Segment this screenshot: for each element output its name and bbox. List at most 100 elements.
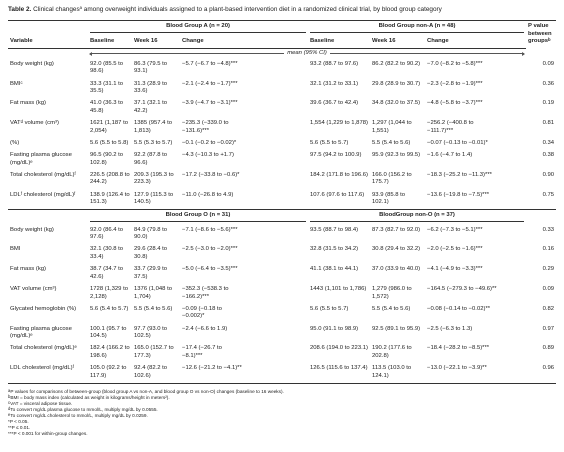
value: 93.9 (85.8 to 102.1) (372, 191, 406, 206)
value: −18.4 (−28.2 to −8.5)*** (427, 345, 490, 352)
group-header: Blood Group O (n = 31) (88, 209, 308, 225)
arrow-line (88, 51, 285, 56)
column-header: Week 16 (132, 35, 180, 49)
variable-cell: (%) (8, 138, 88, 150)
value-cell: 1376 (1,048 to 1,704) (132, 284, 180, 304)
group-header-row: Blood Group O (n = 31) BloodGroup non-O (… (8, 209, 557, 225)
value: −11.0 (−26.8 to 4.9) (182, 191, 234, 198)
group-name: BloodGroup non-O (n = 37) (310, 212, 525, 223)
value: 138.9 (126.4 to 151.3) (90, 191, 130, 206)
title-text: Clinical changes (33, 6, 80, 13)
footnote: aP values for comparisons of between-gro… (8, 388, 556, 395)
column-header: Baseline (308, 35, 370, 49)
footnote: cVAT = visceral adipose tissue. (8, 400, 556, 407)
value-cell: 92.5 (89.1 to 95.9) (370, 323, 425, 343)
value-cell: −5.0 (−6.4 to −3.5)*** (180, 264, 308, 284)
value: 209.3 (195.3 to 223.3) (134, 171, 174, 186)
value: 107.6 (97.6 to 117.6) (310, 191, 365, 198)
title-note: a (79, 5, 82, 10)
value: −13.6 (−19.8 to −7.5)*** (427, 191, 490, 198)
variable-text: Total cholesterol (mg/dL) (10, 171, 75, 178)
value-cell: 166.0 (156.2 to 175.7) (370, 170, 425, 190)
footnote-text: To convert mg/dL plasma glucose to mmol/… (10, 406, 158, 412)
p-value-cell: 0.33 (526, 224, 556, 244)
value: −2.3 (−2.8 to −1.9)*** (427, 80, 483, 87)
variable-cell: VAT volume (cm³) (8, 284, 88, 304)
p-value: 0.36 (542, 80, 555, 87)
p-value-cell: 0.29 (526, 264, 556, 284)
note-mark: c (20, 79, 23, 85)
group-name: Blood Group A (n = 20) (90, 23, 306, 33)
note-mark: f (72, 364, 74, 370)
value: −235.3 (−339.0 to −131.6)*** (182, 120, 229, 134)
p-value: 0.38 (542, 152, 555, 159)
variable-text: Fasting plasma glucose (mg/dL) (10, 325, 72, 340)
value: 30.8 (29.4 to 32.2) (372, 246, 421, 253)
p-value: 0.97 (542, 325, 555, 332)
data-row: VATd volume (cm³) 1621 (1,187 to 2,054) 13… (8, 118, 556, 138)
value-cell: −5.7 (−6.7 to −4.8)*** (180, 58, 308, 78)
variable-cell: Fasting plasma glucose (mg/dL)e (8, 150, 88, 170)
value: 86.3 (79.5 to 93.1) (134, 60, 168, 75)
value-cell: −18.3 (−25.2 to −11.3)*** (425, 170, 526, 190)
value: 1385 (957.4 to 1,813) (134, 120, 172, 134)
value: 38.7 (34.7 to 42.6) (90, 266, 124, 280)
value: 41.1 (38.1 to 44.1) (310, 266, 359, 273)
p-value: 0.89 (542, 345, 555, 352)
footnote: eTo convert mg/dL cholesterol to mmol/L,… (8, 412, 556, 419)
value-cell: 1728 (1,329 to 2,128) (88, 284, 132, 304)
value: −0.1 (−0.2 to −0.02)* (182, 139, 237, 146)
value-cell: −4.3 (−10.3 to +1.7) (180, 150, 308, 170)
table-title: Table 2. Clinical changesa among overwei… (8, 5, 556, 14)
data-row: VAT volume (cm³) 1728 (1,329 to 2,128) 137… (8, 284, 556, 304)
value-cell: 97.5 (94.2 to 100.9) (308, 150, 370, 170)
value: −4.8 (−5.8 to −3.7)*** (427, 100, 483, 107)
value-cell: 138.9 (126.4 to 151.3) (88, 189, 132, 209)
p-value: 0.96 (542, 365, 555, 372)
value-cell: −17.2 (−33.8 to −0.6)* (180, 170, 308, 190)
p-value: 0.09 (542, 60, 555, 67)
group-name: Blood Group O (n = 31) (90, 212, 306, 223)
value: 29.8 (28.9 to 30.7) (372, 80, 421, 87)
value-cell: 5.6 (5.5 to 5.7) (308, 138, 370, 150)
p-value-cell: 0.89 (526, 343, 556, 363)
value-cell: 107.6 (97.6 to 117.6) (308, 189, 370, 209)
data-row: Fat mass (kg) 41.0 (36.3 to 45.8) 37.1 (32… (8, 98, 556, 118)
value-cell: 1,279 (986.0 to 1,572) (370, 284, 425, 304)
variable-text: Glycated hemoglobin (%) (10, 305, 77, 312)
data-row: Fasting plasma glucose (mg/dL)e 100.1 (95… (8, 323, 556, 343)
data-row: Body weight (kg) 92.0 (86.4 to 97.6) 84.9 … (8, 224, 556, 244)
variable-cell: LDL cholesterol (mg/dL)f (8, 362, 88, 384)
blank (8, 20, 88, 36)
variable-text: Fasting plasma glucose (mg/dL) (10, 152, 72, 166)
mean-indicator: mean (95% CI) (88, 50, 526, 58)
data-table: Blood Group A (n = 20) Blood Group non-A … (8, 20, 557, 384)
value: −352.3 (−538.3 to −166.2)*** (182, 285, 229, 300)
value: 113.5 (103.0 to 124.1) (372, 365, 412, 379)
p-value-cell: 0.09 (526, 284, 556, 304)
value: 100.1 (95.7 to 104.5) (90, 325, 127, 340)
variable-text: LDL (10, 191, 21, 198)
value-cell: −2.1 (−2.4 to −1.7)*** (180, 78, 308, 98)
value-cell: 41.1 (38.1 to 44.1) (308, 264, 370, 284)
footnote-text: **P ≤ 0.01. (8, 425, 31, 431)
p-header: P value between groupsb (526, 20, 557, 49)
value: 190.2 (177.6 to 202.8) (372, 345, 412, 359)
value-cell: 39.6 (36.7 to 42.4) (308, 98, 370, 118)
value-cell: 86.3 (79.5 to 93.1) (132, 58, 180, 78)
footnote-text: P values for comparisons of between-grou… (10, 388, 284, 394)
variable-cell: Glycated hemoglobin (%) (8, 303, 88, 323)
value-cell: 113.5 (103.0 to 124.1) (370, 362, 425, 384)
value: 5.5 (5.4 to 5.6) (372, 139, 411, 146)
value-cell: −0.07 (−0.13 to −0.01)* (425, 138, 526, 150)
value-cell: 126.5 (115.6 to 137.4) (308, 362, 370, 384)
note-mark: e (30, 158, 33, 164)
value: 92.0 (86.4 to 97.6) (90, 226, 124, 241)
value-cell: −7.0 (−8.2 to −5.8)*** (425, 58, 526, 78)
p-header (526, 209, 557, 225)
value-cell: 208.6 (194.0 to 223.1) (308, 343, 370, 363)
value: 5.5 (5.4 to 5.6) (134, 305, 173, 312)
column-header: Baseline (88, 35, 132, 49)
value-cell: −2.4 (−6.6 to 1.9) (180, 323, 308, 343)
